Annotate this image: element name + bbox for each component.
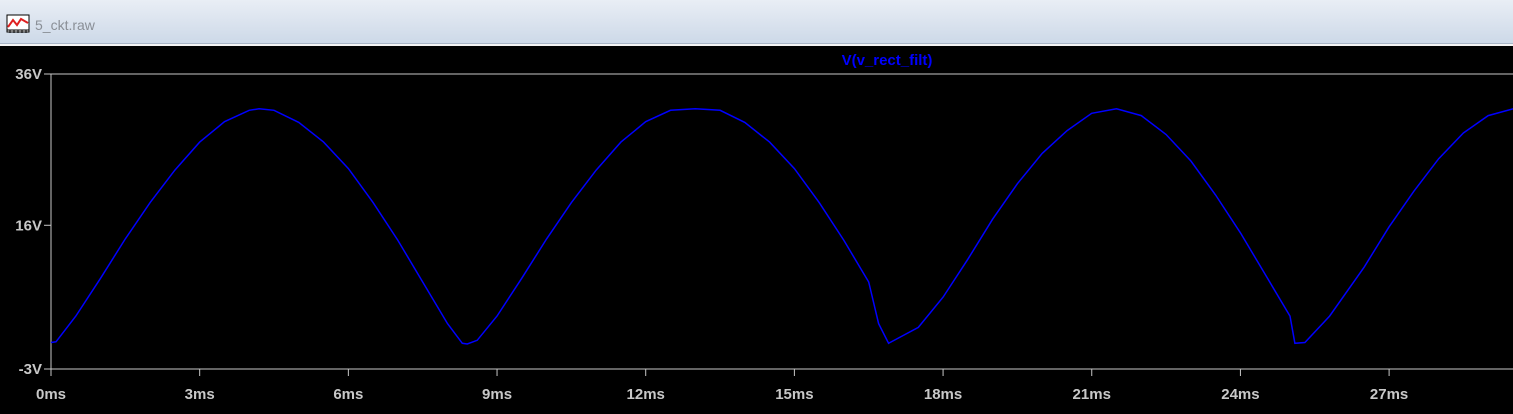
x-tick-label: 15ms <box>775 386 813 403</box>
x-tick-label: 3ms <box>185 386 215 403</box>
x-tick-label: 12ms <box>627 386 665 403</box>
waveform-plot[interactable]: V(v_rect_filt) 36V 16V -3V 0ms 3ms 6ms 9ms 12ms… <box>0 46 1513 409</box>
separator <box>0 44 1513 46</box>
x-tick-label: 0ms <box>36 386 66 403</box>
x-tick-label: 27ms <box>1370 386 1408 403</box>
trace-label[interactable]: V(v_rect_filt) <box>842 52 933 69</box>
window-titlebar: 5_ckt.raw <box>0 0 1513 44</box>
y-tick-label: -3V <box>19 361 42 378</box>
x-tick-label: 24ms <box>1221 386 1259 403</box>
x-tick-label: 6ms <box>333 386 363 403</box>
x-tick-label: 21ms <box>1073 386 1111 403</box>
trace-group <box>50 108 1513 345</box>
waveform-icon <box>6 14 30 33</box>
plot-area[interactable]: V(v_rect_filt) 36V 16V -3V 0ms 3ms 6ms 9ms 12ms… <box>0 46 1513 409</box>
axes <box>44 73 1513 376</box>
y-tick-label: 36V <box>15 66 42 83</box>
x-tick-label: 9ms <box>482 386 512 403</box>
x-tick-label: 18ms <box>924 386 962 403</box>
window-title: 5_ckt.raw <box>35 17 95 33</box>
trace-line <box>50 108 1513 345</box>
y-tick-label: 16V <box>15 217 42 234</box>
tick-labels: 36V 16V -3V 0ms 3ms 6ms 9ms 12ms 15ms 18ms 21ms 24m… <box>15 66 1408 403</box>
